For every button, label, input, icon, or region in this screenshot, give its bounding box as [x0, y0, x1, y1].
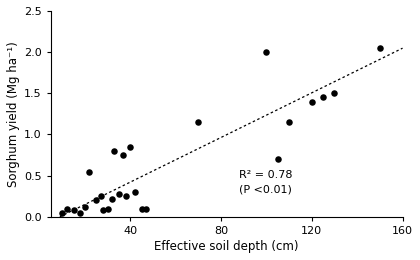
Point — [286, 120, 292, 124]
X-axis label: Effective soil depth (cm): Effective soil depth (cm) — [155, 240, 299, 253]
Point — [109, 197, 116, 201]
Point — [127, 145, 134, 149]
Point — [331, 91, 338, 95]
Point — [97, 194, 104, 198]
Point — [111, 149, 118, 153]
Y-axis label: Sorghum yield (Mg ha⁻¹): Sorghum yield (Mg ha⁻¹) — [7, 41, 20, 187]
Point — [195, 120, 202, 124]
Point — [143, 206, 150, 211]
Point — [86, 170, 93, 174]
Point — [59, 211, 66, 215]
Point — [77, 211, 84, 215]
Point — [93, 198, 100, 203]
Text: R² = 0.78
(P <0.01): R² = 0.78 (P <0.01) — [239, 170, 293, 194]
Point — [131, 190, 138, 194]
Point — [376, 46, 383, 50]
Point — [308, 100, 315, 104]
Point — [274, 157, 281, 161]
Point — [100, 208, 106, 212]
Point — [138, 206, 145, 211]
Point — [116, 192, 122, 196]
Point — [63, 206, 70, 211]
Point — [81, 205, 88, 209]
Point — [70, 208, 77, 212]
Point — [120, 153, 127, 157]
Point — [122, 194, 129, 198]
Point — [104, 206, 111, 211]
Point — [263, 50, 270, 54]
Point — [320, 95, 326, 100]
